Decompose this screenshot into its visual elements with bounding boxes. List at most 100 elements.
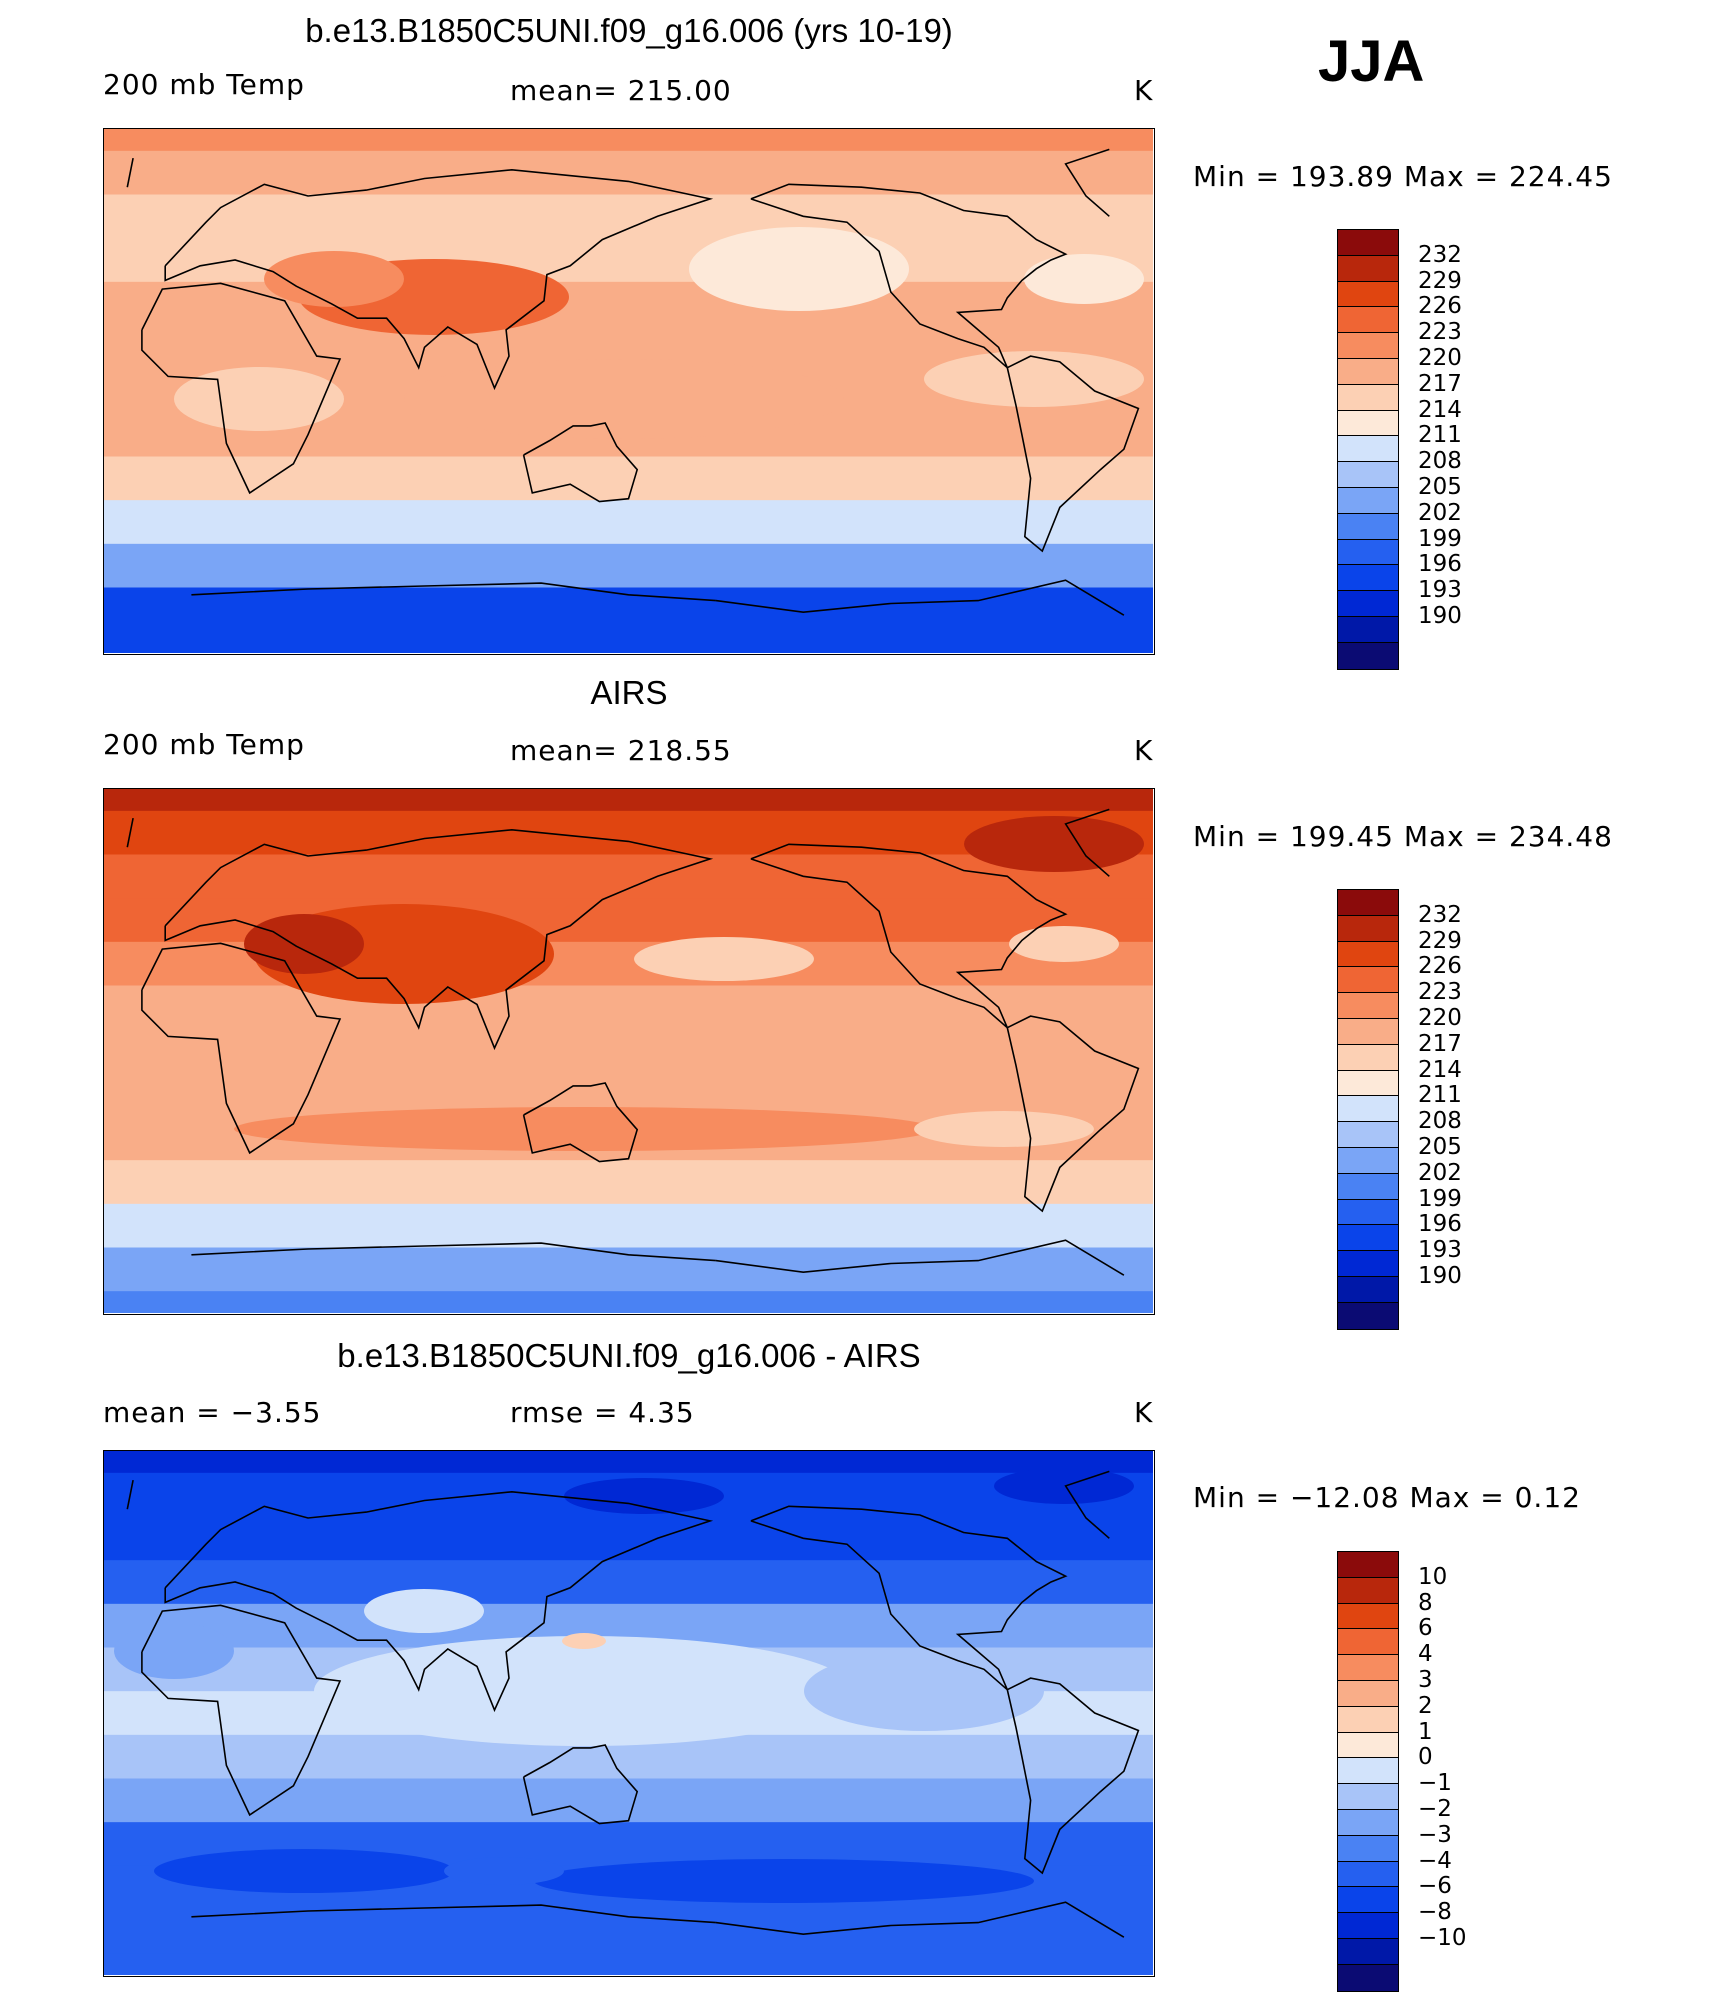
colorbar-swatch — [1338, 1758, 1398, 1785]
colorbar-label: −10 — [1418, 1925, 1467, 1951]
coastline — [750, 183, 1068, 369]
panel1-map — [103, 128, 1155, 655]
colorbar-label: 226 — [1418, 293, 1462, 320]
colorbar-swatch — [1338, 1809, 1398, 1836]
colorbar-swatch — [1338, 1655, 1398, 1681]
lat-band — [104, 789, 1153, 812]
lat-band — [104, 194, 1153, 240]
colorbar-label: 205 — [1418, 474, 1462, 500]
coastline — [715, 579, 1125, 616]
colorbar-label: 211 — [1418, 422, 1462, 449]
lat-band — [104, 854, 1153, 900]
coastline — [164, 1490, 714, 1713]
colorbar-swatch — [1338, 967, 1398, 994]
panel1-title: b.e13.B1850C5UNI.f09_g16.006 (yrs 10-19) — [305, 12, 953, 49]
panel1-coastlines — [126, 148, 1140, 616]
colorbar-swatch — [1338, 1044, 1398, 1071]
colorbar-label: 4 — [1418, 1641, 1433, 1668]
colorbar-label: 193 — [1418, 1237, 1462, 1264]
coastline — [522, 1082, 639, 1163]
colorbar-swatch — [1338, 1070, 1398, 1097]
colorbar-label: 6 — [1418, 1615, 1433, 1642]
colorbar-swatch — [1338, 487, 1398, 514]
colorbar-swatch — [1338, 1913, 1398, 1939]
lat-band — [104, 238, 1153, 283]
colorbar-swatch — [1338, 1784, 1398, 1810]
colorbar-label: 8 — [1418, 1589, 1433, 1616]
coastline — [1064, 808, 1110, 877]
panel1-minmax: Min = 193.89 Max = 224.45 — [1193, 160, 1613, 193]
coastline — [1006, 355, 1140, 553]
panel2-units-label: K — [1134, 734, 1154, 767]
colorbar-swatch — [1338, 1680, 1398, 1707]
colorbar-label: 229 — [1418, 927, 1462, 954]
colorbar-label: 190 — [1418, 1263, 1462, 1289]
colorbar-label: 202 — [1418, 1159, 1462, 1186]
colorbar-swatch — [1338, 1887, 1398, 1914]
lat-band — [104, 631, 1153, 653]
colorbar-swatch — [1338, 333, 1398, 359]
coastline — [715, 1901, 1125, 1938]
colorbar-label: −6 — [1418, 1873, 1452, 1900]
colorbar-swatch — [1338, 462, 1398, 488]
colorbar-label: 2 — [1418, 1692, 1433, 1719]
lat-band — [104, 1953, 1153, 1975]
lat-band — [104, 985, 1153, 1031]
lat-band — [104, 500, 1153, 545]
colorbar-swatch — [1338, 1147, 1398, 1174]
colorbar-label: 1 — [1418, 1718, 1433, 1745]
colorbar-label: −4 — [1418, 1847, 1452, 1874]
lat-band — [104, 1203, 1153, 1249]
season-label: JJA — [1318, 29, 1425, 94]
panel3-left-label: mean = −3.55 — [103, 1396, 322, 1429]
colorbar-swatch — [1338, 1552, 1398, 1578]
lat-band — [104, 1778, 1153, 1824]
coastline — [141, 282, 342, 495]
colorbar-swatch — [1338, 384, 1398, 411]
colorbar-label: 226 — [1418, 953, 1462, 980]
panel3-coastlines — [126, 1470, 1140, 1938]
panel1-left-label: 200 mb Temp — [103, 68, 305, 101]
coastline — [164, 168, 714, 391]
colorbar-swatch — [1338, 941, 1398, 968]
colorbar-swatch — [1338, 1706, 1398, 1733]
colorbar-label: 217 — [1418, 370, 1462, 397]
colorbar-label: −1 — [1418, 1770, 1452, 1797]
lat-band — [104, 281, 1153, 327]
panel3-minmax: Min = −12.08 Max = 0.12 — [1193, 1481, 1581, 1514]
panel1-colorbar — [1337, 229, 1399, 670]
colorbar-label: 214 — [1418, 1056, 1462, 1083]
colorbar-label: 217 — [1418, 1030, 1462, 1057]
colorbar-label: 193 — [1418, 577, 1462, 604]
colorbar-swatch — [1338, 1835, 1398, 1862]
colorbar-swatch — [1338, 1732, 1398, 1759]
colorbar-swatch — [1338, 591, 1398, 617]
colorbar-swatch — [1338, 1938, 1398, 1965]
colorbar-swatch — [1338, 616, 1398, 643]
coastline — [126, 817, 134, 848]
lat-band — [104, 1516, 1153, 1562]
colorbar-swatch — [1338, 993, 1398, 1019]
coastline — [522, 422, 639, 503]
panel2-colorbar — [1337, 889, 1399, 1330]
panel3-center-label: rmse = 4.35 — [510, 1396, 695, 1429]
colorbar-label: 202 — [1418, 499, 1462, 526]
colorbar-label: 205 — [1418, 1134, 1462, 1160]
colorbar-swatch — [1338, 1225, 1398, 1252]
panel3-field — [104, 1451, 1153, 1975]
colorbar-swatch — [1338, 255, 1398, 282]
lat-band — [104, 1560, 1153, 1605]
colorbar-swatch — [1338, 358, 1398, 385]
colorbar-label: 10 — [1418, 1563, 1448, 1590]
lat-band — [104, 1029, 1153, 1074]
panel2-minmax: Min = 199.45 Max = 234.48 — [1193, 820, 1613, 853]
colorbar-label: 223 — [1418, 319, 1462, 346]
panel2-coastlines — [126, 808, 1140, 1276]
coastline — [1006, 1677, 1140, 1875]
colorbar-swatch — [1338, 539, 1398, 566]
colorbar-label: 208 — [1418, 448, 1462, 475]
panel2-map — [103, 788, 1155, 1315]
panel2-lat-bands — [104, 789, 1153, 1313]
panel1-units-label: K — [1134, 74, 1154, 107]
lat-band — [104, 456, 1153, 502]
